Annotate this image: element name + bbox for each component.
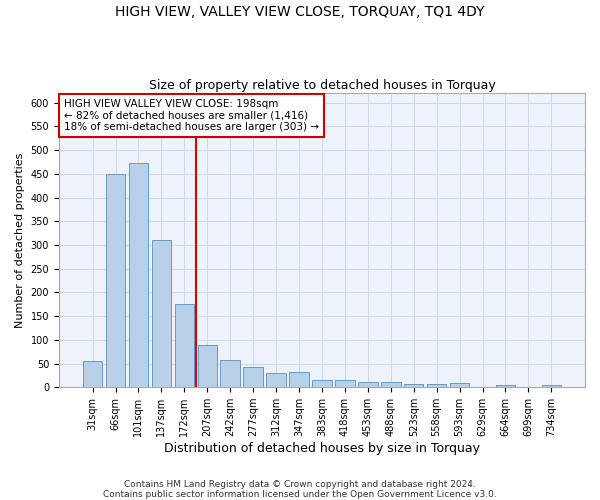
Bar xyxy=(220,360,240,387)
Bar xyxy=(175,304,194,387)
Bar xyxy=(197,346,217,387)
Text: HIGH VIEW VALLEY VIEW CLOSE: 198sqm
← 82% of detached houses are smaller (1,416): HIGH VIEW VALLEY VIEW CLOSE: 198sqm ← 82… xyxy=(64,99,319,132)
Bar xyxy=(289,372,309,387)
Bar xyxy=(496,385,515,387)
Bar xyxy=(128,164,148,387)
Y-axis label: Number of detached properties: Number of detached properties xyxy=(15,152,25,328)
Bar xyxy=(83,361,103,387)
Bar xyxy=(244,368,263,387)
Bar xyxy=(358,382,377,387)
Title: Size of property relative to detached houses in Torquay: Size of property relative to detached ho… xyxy=(149,79,496,92)
Text: HIGH VIEW, VALLEY VIEW CLOSE, TORQUAY, TQ1 4DY: HIGH VIEW, VALLEY VIEW CLOSE, TORQUAY, T… xyxy=(115,5,485,19)
Bar xyxy=(542,385,561,387)
Bar xyxy=(266,373,286,387)
Bar xyxy=(312,380,332,387)
Bar xyxy=(427,384,446,387)
Bar xyxy=(106,174,125,387)
Bar xyxy=(450,383,469,387)
X-axis label: Distribution of detached houses by size in Torquay: Distribution of detached houses by size … xyxy=(164,442,480,455)
Bar xyxy=(404,384,424,387)
Bar xyxy=(335,380,355,387)
Bar xyxy=(381,382,401,387)
Bar xyxy=(152,240,171,387)
Text: Contains HM Land Registry data © Crown copyright and database right 2024.
Contai: Contains HM Land Registry data © Crown c… xyxy=(103,480,497,499)
